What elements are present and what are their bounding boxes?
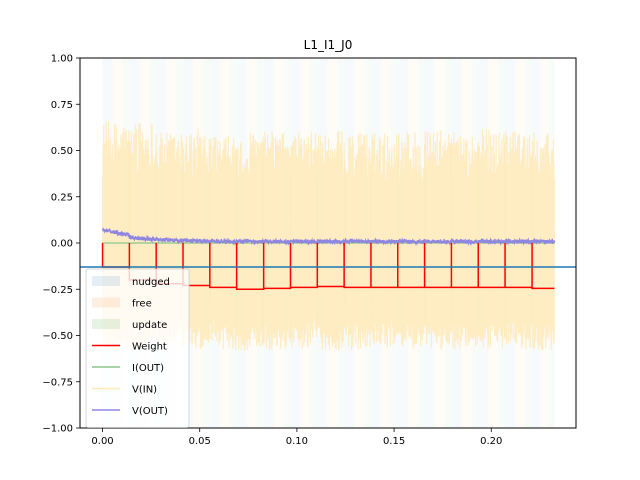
y-tick-label: 0.75 [51,100,73,111]
vin-epoch-trace [209,135,238,350]
vin-epoch-trace [263,130,292,350]
x-tick-label: 0.10 [286,436,308,447]
legend-label-weight: Weight [132,342,167,353]
vin-epoch-trace [289,132,318,349]
y-tick-label: −0.25 [42,285,73,296]
vin-epoch-trace [316,130,345,351]
vin-epoch-trace [343,133,372,350]
legend: nudged free update Weight I(OUT) V(IN) V(OUT) [85,268,190,428]
vout-trace [101,227,556,247]
legend-swatch-update [92,319,120,329]
vin-epoch-trace [477,129,506,350]
y-tick-label: −0.75 [42,377,73,388]
x-tick-label: 0.05 [189,436,211,447]
y-tick-label: −0.50 [42,331,73,342]
vin-epoch-trace [370,132,399,348]
vin-epoch-trace [531,132,556,351]
x-tick-label: 0.15 [383,436,405,447]
x-tick-label: 0.20 [480,436,502,447]
legend-swatch-nudged [92,276,120,286]
y-tick-label: 1.00 [51,54,73,65]
y-axis: −1.00 −0.75 −0.50 −0.25 0.00 0.25 0.50 0.75 1.00 [42,54,80,435]
y-tick-label: −1.00 [42,424,73,435]
legend-label-v-in-: V(IN) [132,385,157,396]
vin-epoch-trace [450,132,479,351]
legend-swatch-free [92,297,120,308]
legend-label-update: update [132,320,167,331]
y-tick-label: 0.50 [51,146,73,157]
vout-series [101,227,556,247]
x-tick-label: 0.00 [91,436,113,447]
chart-title: L1_I1_J0 [304,38,353,52]
legend-label-v-out-: V(OUT) [132,406,168,417]
y-tick-label: 0.25 [51,192,73,203]
vin-series [101,121,556,351]
x-axis: 0.00 0.05 0.10 0.15 0.20 [91,428,502,447]
vin-epoch-trace [397,132,426,349]
vin-epoch-trace [424,130,453,350]
y-tick-label: 0.00 [51,239,73,250]
legend-label-free: free [132,299,152,310]
legend-label-nudged: nudged [132,277,170,288]
vin-epoch-trace [504,132,533,350]
legend-label-i-out-: I(OUT) [132,363,164,374]
vin-epoch-trace [236,133,265,351]
